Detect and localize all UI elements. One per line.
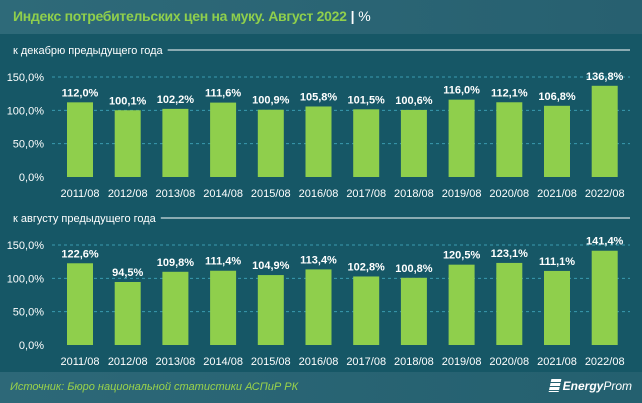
data-label: 100,8% — [395, 263, 433, 275]
bar — [257, 109, 284, 177]
x-tick-label: 2017/08 — [346, 188, 386, 200]
y-tick-label: 100,0% — [7, 273, 45, 285]
data-label: 136,8% — [586, 71, 624, 83]
bar — [448, 264, 475, 345]
x-tick-label: 2016/08 — [299, 188, 339, 200]
bar — [67, 102, 93, 177]
data-label: 100,9% — [252, 95, 290, 107]
title-text: Индекс потребительских цен на муку. Авгу… — [13, 8, 347, 24]
bar — [448, 99, 475, 177]
x-tick-label: 2013/08 — [156, 356, 196, 368]
data-label: 122,6% — [61, 248, 99, 260]
data-label: 101,5% — [348, 94, 386, 106]
logo-text-b: Prom — [603, 379, 632, 393]
bar — [400, 109, 427, 177]
x-tick-label: 2016/08 — [299, 356, 339, 368]
data-label: 111,6% — [205, 88, 241, 100]
x-tick-label: 2017/08 — [346, 356, 386, 368]
bar — [67, 263, 93, 345]
data-label: 123,1% — [491, 248, 529, 260]
x-tick-label: 2019/08 — [442, 356, 482, 368]
data-label: 100,6% — [395, 95, 433, 107]
bar — [162, 108, 189, 177]
data-label: 109,8% — [157, 257, 195, 269]
data-label: 104,9% — [252, 260, 290, 272]
data-label: 100,1% — [109, 95, 147, 107]
x-tick-label: 2022/08 — [585, 188, 625, 200]
bar — [591, 250, 618, 345]
bar — [114, 282, 141, 345]
data-label: 111,1% — [539, 256, 575, 268]
header: Индекс потребительских цен на муку. Авгу… — [0, 0, 642, 34]
data-label: 116,0% — [443, 85, 480, 97]
data-label: 94,5% — [112, 267, 143, 279]
x-tick-label: 2012/08 — [108, 188, 148, 200]
x-tick-label: 2018/08 — [394, 188, 434, 200]
bar — [353, 276, 380, 345]
y-tick-label: 50,0% — [13, 307, 44, 319]
bar — [305, 106, 332, 177]
data-label: 106,8% — [538, 91, 576, 103]
x-tick-label: 2014/08 — [203, 188, 243, 200]
x-tick-label: 2014/08 — [203, 356, 243, 368]
bar — [210, 102, 237, 177]
y-tick-label: 150,0% — [7, 72, 45, 84]
y-tick-label: 150,0% — [7, 240, 45, 252]
x-tick-label: 2018/08 — [394, 356, 434, 368]
y-tick-label: 50,0% — [13, 139, 44, 151]
x-tick-label: 2015/08 — [251, 188, 291, 200]
bar — [544, 105, 570, 177]
x-tick-label: 2019/08 — [442, 188, 482, 200]
bar — [114, 110, 141, 177]
data-label: 111,4% — [205, 256, 241, 268]
data-label: 112,1% — [491, 87, 528, 99]
x-tick-label: 2022/08 — [585, 356, 625, 368]
x-tick-label: 2012/08 — [108, 356, 148, 368]
bar — [257, 275, 284, 345]
footer: Источник: Бюро национальной статистики А… — [0, 372, 642, 403]
x-tick-label: 2021/08 — [537, 188, 577, 200]
data-label: 141,4% — [586, 236, 624, 248]
data-label: 113,4% — [300, 254, 337, 266]
data-label: 102,2% — [157, 94, 195, 106]
y-tick-label: 100,0% — [7, 105, 45, 117]
y-tick-label: 0,0% — [19, 340, 44, 352]
bar — [496, 102, 523, 177]
charts: к декабрю предыдущего года 0,0% 50,0% 100,0… — [7, 45, 630, 368]
y-tick-label: 0,0% — [19, 172, 44, 184]
x-tick-label: 2013/08 — [156, 188, 196, 200]
x-tick-label: 2011/08 — [61, 188, 100, 200]
data-label: 120,5% — [443, 250, 481, 262]
data-label: 102,8% — [348, 261, 386, 273]
bar — [544, 270, 570, 345]
bar — [353, 109, 380, 177]
energyprom-logo: EnergyProm — [548, 379, 632, 393]
subtitle: к августу предыдущего года — [13, 213, 157, 225]
logo-text-a: Energy — [562, 379, 604, 393]
bar — [496, 262, 523, 345]
bar — [400, 277, 427, 345]
x-tick-label: 2021/08 — [537, 356, 577, 368]
data-label: 105,8% — [300, 91, 338, 103]
bar — [591, 85, 618, 177]
chart-title: Индекс потребительских цен на муку. Авгу… — [13, 8, 371, 24]
subtitle: к декабрю предыдущего года — [13, 45, 164, 57]
unit-label: % — [358, 8, 371, 24]
logo-icon — [548, 379, 562, 392]
x-tick-label: 2015/08 — [251, 356, 291, 368]
bar — [162, 271, 189, 345]
x-tick-label: 2020/08 — [489, 188, 529, 200]
data-label: 112,0% — [62, 87, 99, 99]
bar — [305, 269, 332, 345]
source-note: Источник: Бюро национальной статистики А… — [10, 381, 299, 393]
bar — [210, 270, 237, 345]
x-tick-label: 2011/08 — [61, 356, 100, 368]
x-tick-label: 2020/08 — [489, 356, 529, 368]
